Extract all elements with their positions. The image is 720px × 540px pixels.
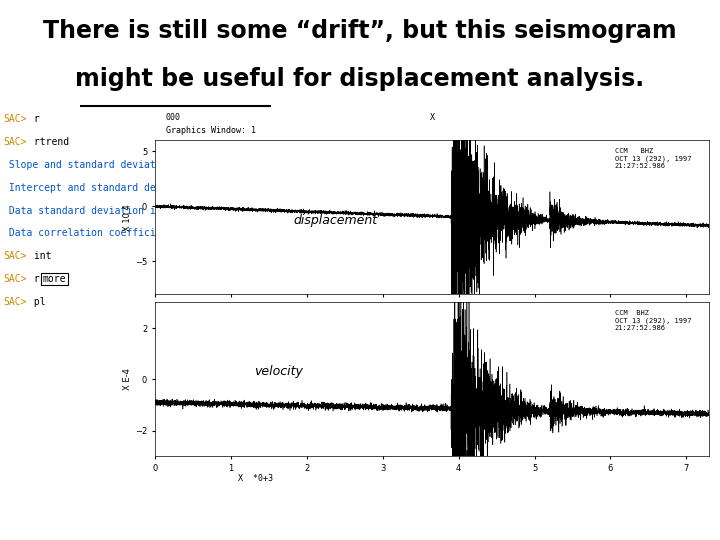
Text: Data standard deviation is: 3010.9: Data standard deviation is: 3010.9 xyxy=(3,206,209,215)
Text: There is still some “drift”, but this seismogram: There is still some “drift”, but this se… xyxy=(43,19,677,43)
Text: displacement: displacement xyxy=(294,214,377,227)
Text: might be useful for displacement analysis.: might be useful for displacement analysi… xyxy=(76,67,644,91)
Text: Intercept and standard deviation are: -2365.1 15.788: Intercept and standard deviation are: -2… xyxy=(3,183,315,193)
Text: pl: pl xyxy=(28,297,45,307)
Text: SAC>: SAC> xyxy=(3,274,27,284)
Text: CCM   BHZ
OCT 13 (292), 1997
21:27:52.986: CCM BHZ OCT 13 (292), 1997 21:27:52.986 xyxy=(615,148,691,168)
Text: SAC>: SAC> xyxy=(3,251,27,261)
Y-axis label: X 10 4: X 10 4 xyxy=(123,204,132,231)
Text: rtrend: rtrend xyxy=(28,137,69,147)
Text: Slope and standard deviation are: -0.038705 0.0037565: Slope and standard deviation are: -0.038… xyxy=(3,160,320,170)
Text: r: r xyxy=(28,274,45,284)
Text: SAC>: SAC> xyxy=(3,137,27,147)
Text: int: int xyxy=(28,251,51,261)
Text: velocity: velocity xyxy=(255,365,303,378)
Text: SAC>: SAC> xyxy=(3,114,27,124)
Text: Graphics Window: 1: Graphics Window: 1 xyxy=(166,126,256,136)
Text: 000: 000 xyxy=(166,113,181,122)
Text: more: more xyxy=(42,274,66,284)
Text: r: r xyxy=(28,114,40,124)
Text: X: X xyxy=(430,113,434,122)
Text: Data correlation coefficient is: 0.026988: Data correlation coefficient is: 0.02698… xyxy=(3,228,250,238)
Text: X  *0+3: X *0+3 xyxy=(238,474,273,483)
Text: SAC>: SAC> xyxy=(3,297,27,307)
Y-axis label: X E-4: X E-4 xyxy=(123,368,132,390)
Text: CCM  BHZ
OCT 13 (292), 1997
21:27:52.986: CCM BHZ OCT 13 (292), 1997 21:27:52.986 xyxy=(615,310,691,330)
